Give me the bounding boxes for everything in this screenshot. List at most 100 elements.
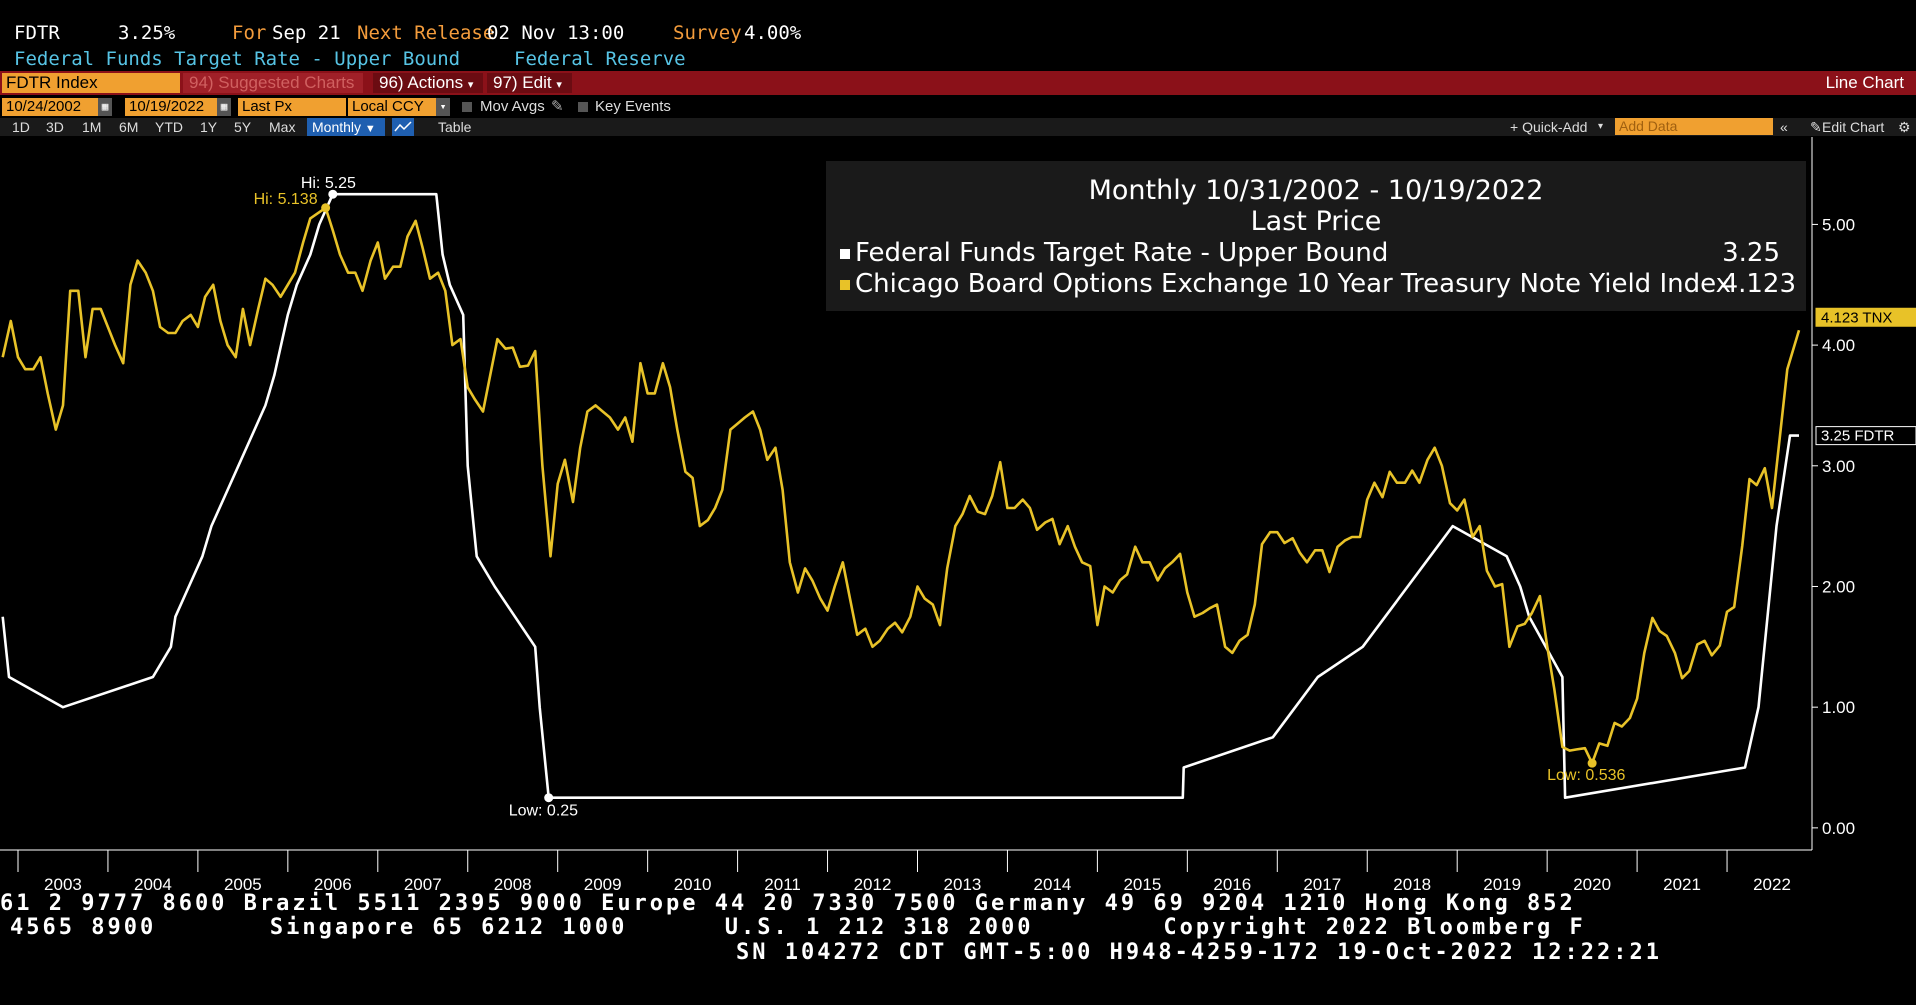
- calendar-icon[interactable]: ▦: [98, 98, 112, 116]
- key-events-checkbox[interactable]: [578, 102, 588, 112]
- next-release-label: Next Release: [357, 22, 495, 44]
- x-tick-label: 2011: [764, 875, 801, 894]
- chevron-down-icon: ▼: [364, 123, 376, 135]
- x-tick-label: 2005: [224, 875, 262, 894]
- x-tick-label: 2013: [944, 875, 982, 894]
- x-tick-label: 2021: [1663, 875, 1701, 894]
- edit-chart-button[interactable]: Edit Chart: [1822, 119, 1885, 135]
- line-chart-icon[interactable]: [392, 118, 414, 136]
- x-tick-label: 2014: [1034, 875, 1072, 894]
- x-tick-label: 2018: [1393, 875, 1431, 894]
- ticker-label: FDTR: [14, 22, 60, 44]
- calendar-icon[interactable]: ▦: [217, 98, 231, 116]
- y-tick-label: 2.00: [1822, 577, 1855, 596]
- for-value: Sep 21: [272, 22, 341, 44]
- chevron-down-icon[interactable]: ▾: [1598, 121, 1604, 132]
- legend-box: [826, 161, 1806, 311]
- suggested-charts-button[interactable]: 94) Suggested Charts: [183, 73, 363, 93]
- security-description: Federal Funds Target Rate - Upper Bound: [14, 48, 461, 70]
- key-events-label: Key Events: [595, 98, 671, 115]
- last-value-tag: 3.25 FDTR: [1821, 428, 1895, 445]
- collapse-icon[interactable]: «: [1780, 119, 1788, 135]
- gear-icon[interactable]: ⚙: [1898, 119, 1911, 135]
- footer-line-1: 61 2 9777 8600 Brazil 5511 2395 9000 Eur…: [0, 891, 1576, 916]
- x-tick-label: 2006: [314, 875, 352, 894]
- chevron-down-icon: ▾: [467, 79, 474, 91]
- x-tick-label: 2012: [854, 875, 892, 894]
- annotation-label: Low: 0.25: [509, 803, 578, 820]
- add-data-input[interactable]: Add Data: [1615, 118, 1773, 135]
- legend-series-value: 4.123: [1722, 269, 1796, 299]
- actions-menu-button[interactable]: 96) Actions ▾: [373, 73, 483, 93]
- edit-menu-button[interactable]: 97) Edit ▾: [487, 73, 572, 93]
- next-release-value: 02 Nov 13:00: [487, 22, 625, 44]
- range-1y[interactable]: 1Y: [200, 119, 218, 135]
- price-field-select[interactable]: Last Px: [238, 98, 346, 116]
- range-max[interactable]: Max: [269, 119, 296, 135]
- legend-title: Monthly 10/31/2002 - 10/19/2022: [1089, 175, 1544, 206]
- legend-swatch: [840, 249, 850, 259]
- x-tick-label: 2019: [1483, 875, 1521, 894]
- annotation-marker: [1587, 758, 1597, 768]
- range-5y[interactable]: 5Y: [234, 119, 252, 135]
- frequency-select[interactable]: Monthly ▼: [307, 118, 385, 136]
- pencil-icon[interactable]: ✎: [551, 98, 564, 115]
- range-bar: [0, 118, 1916, 136]
- legend-series-name: Federal Funds Target Rate - Upper Bound: [855, 238, 1388, 268]
- survey-label: Survey: [673, 22, 742, 44]
- currency-select[interactable]: Local CCY: [348, 98, 436, 116]
- last-value-tag: 4.123 TNX: [1821, 309, 1892, 326]
- pencil-icon[interactable]: ✎: [1810, 119, 1822, 135]
- table-button[interactable]: Table: [438, 119, 472, 135]
- last-value-tag-bg: [1815, 426, 1916, 446]
- options-row: [0, 97, 1916, 117]
- y-tick-label: 5.00: [1822, 215, 1855, 234]
- annotation-label: Low: 0.536: [1547, 767, 1625, 784]
- current-value: 3.25%: [118, 22, 176, 44]
- for-label: For: [232, 22, 267, 44]
- chevron-down-icon[interactable]: ▾: [436, 98, 450, 116]
- x-tick-label: 2020: [1573, 875, 1611, 894]
- x-tick-label: 2004: [134, 875, 172, 894]
- line-chart: 5.00 4.00 3.00 2.00 1.00 0.00 2003 2004 2005 2006…: [0, 137, 1916, 894]
- x-tick-label: 2016: [1213, 875, 1251, 894]
- y-tick-label: 3.00: [1822, 457, 1855, 476]
- legend-subtitle: Last Price: [1251, 206, 1382, 237]
- x-tick-label: 2009: [584, 875, 622, 894]
- x-tick-label: 2015: [1123, 875, 1161, 894]
- series-line-fdtr: [1, 192, 1799, 800]
- edit-label: 97) Edit: [493, 73, 552, 92]
- series-line-tnx: [1, 206, 1801, 765]
- chart-type-label: Line Chart: [1825, 73, 1904, 92]
- x-tick-label: 2010: [674, 875, 712, 894]
- y-tick-label: 4.00: [1822, 336, 1855, 355]
- end-date-field[interactable]: 10/19/2022: [125, 98, 217, 116]
- x-tick-label: 2007: [404, 875, 442, 894]
- legend-series-name: Chicago Board Options Exchange 10 Year T…: [855, 269, 1731, 299]
- mov-avgs-label: Mov Avgs: [480, 98, 545, 115]
- legend-swatch: [840, 280, 850, 290]
- line-chart-icon-svg: [394, 121, 412, 132]
- y-tick-label: 0.00: [1822, 819, 1855, 838]
- mov-avgs-checkbox[interactable]: [462, 102, 472, 112]
- quick-add-button[interactable]: + Quick-Add: [1510, 119, 1588, 135]
- last-value-tag-bg: [1815, 307, 1916, 327]
- actions-label: 96) Actions: [379, 73, 464, 92]
- security-field[interactable]: FDTR Index: [2, 73, 180, 93]
- survey-value: 4.00%: [744, 22, 802, 44]
- range-3d[interactable]: 3D: [46, 119, 64, 135]
- x-tick-label: 2017: [1303, 875, 1341, 894]
- range-ytd[interactable]: YTD: [155, 119, 183, 135]
- range-6m[interactable]: 6M: [119, 119, 139, 135]
- chevron-down-icon: ▾: [556, 79, 562, 91]
- range-1m[interactable]: 1M: [82, 119, 102, 135]
- annotation-label: Hi: 5.25: [301, 175, 356, 192]
- x-tick-label: 2003: [44, 875, 82, 894]
- start-date-field[interactable]: 10/24/2002: [2, 98, 98, 116]
- legend-series-value: 3.25: [1722, 238, 1780, 268]
- annotation-marker: [328, 189, 338, 199]
- range-1d[interactable]: 1D: [12, 119, 30, 135]
- annotation-label: Hi: 5.138: [254, 191, 318, 208]
- source-label: Federal Reserve: [514, 48, 686, 70]
- y-tick-label: 1.00: [1822, 698, 1855, 717]
